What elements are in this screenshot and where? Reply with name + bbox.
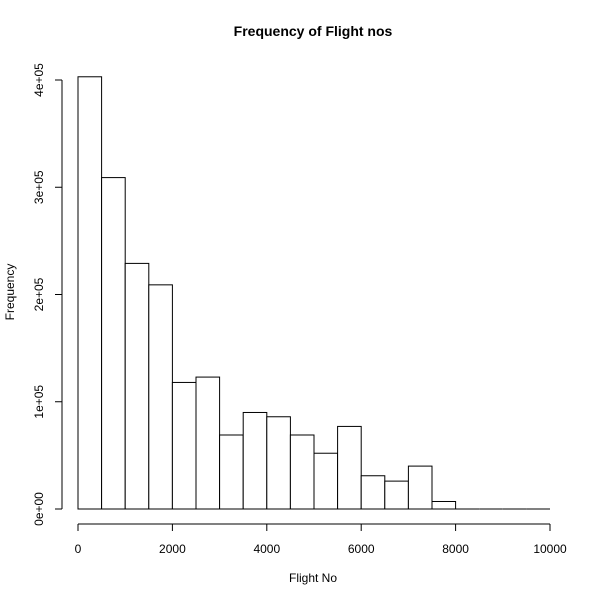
histogram-bar bbox=[219, 434, 244, 510]
histogram-bar bbox=[384, 480, 409, 510]
x-tick-label: 2000 bbox=[159, 542, 186, 556]
histogram-bar bbox=[337, 425, 362, 510]
y-axis-label: Frequency bbox=[3, 264, 17, 321]
y-tick-label: 2e+05 bbox=[32, 277, 46, 311]
histogram-bar bbox=[195, 376, 221, 510]
y-tick-label: 3e+05 bbox=[32, 170, 46, 204]
x-tick-label: 10000 bbox=[533, 542, 567, 556]
y-tick-label: 1e+05 bbox=[32, 385, 46, 419]
x-axis-label: Flight No bbox=[289, 571, 337, 585]
histogram-bar bbox=[101, 177, 126, 510]
histogram-bar bbox=[289, 434, 315, 510]
histogram-bar bbox=[407, 465, 433, 510]
histogram-bar bbox=[242, 411, 268, 510]
histogram-bar bbox=[313, 452, 339, 510]
histogram-bar bbox=[148, 284, 173, 510]
histogram-bar bbox=[171, 381, 197, 510]
bars-group bbox=[77, 76, 550, 510]
x-tick-label: 0 bbox=[75, 542, 82, 556]
y-axis: 0e+00 1e+05 2e+05 3e+05 4e+05 bbox=[32, 63, 63, 526]
histogram-bar bbox=[124, 262, 150, 510]
x-tick-label: 6000 bbox=[348, 542, 375, 556]
histogram-bar bbox=[266, 416, 291, 510]
histogram-bar bbox=[77, 76, 103, 510]
histogram-bar bbox=[431, 500, 457, 510]
x-axis: 0 2000 4000 6000 8000 10000 bbox=[75, 523, 567, 556]
x-tick-label: 8000 bbox=[442, 542, 469, 556]
y-tick-label: 0e+00 bbox=[32, 492, 46, 526]
x-tick-label: 4000 bbox=[253, 542, 280, 556]
chart-title: Frequency of Flight nos bbox=[234, 23, 393, 39]
y-tick-label: 4e+05 bbox=[32, 63, 46, 97]
histogram-bar bbox=[360, 475, 386, 510]
